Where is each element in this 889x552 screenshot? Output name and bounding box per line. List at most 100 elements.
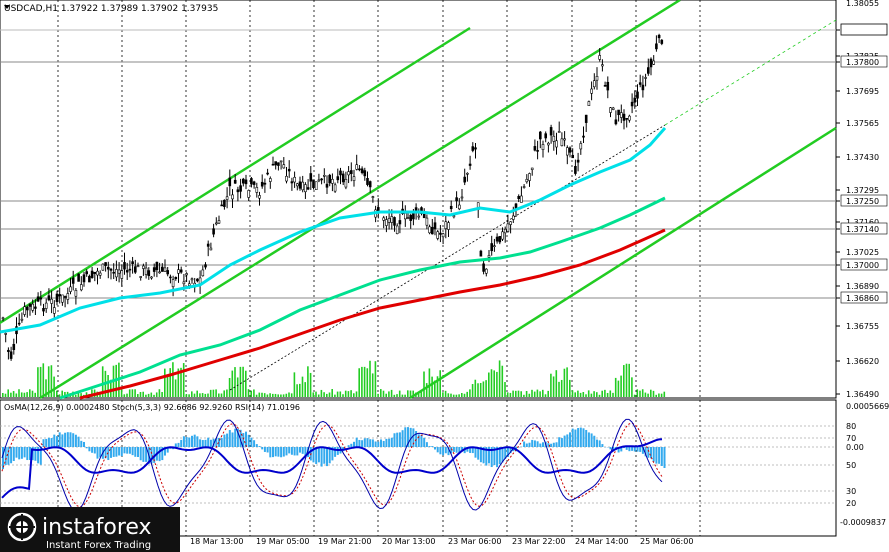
candle-body <box>355 164 359 170</box>
volume-bar <box>285 393 288 397</box>
osma-bar <box>56 436 58 447</box>
osma-bar <box>15 447 18 458</box>
osma-bar <box>390 437 393 447</box>
volume-bar <box>461 393 463 397</box>
volume-bar <box>58 394 61 397</box>
candle-body <box>223 199 226 207</box>
price-axis: 1.379351.378251.378001.376951.375651.374… <box>836 0 888 399</box>
volume-bar <box>628 363 630 397</box>
osma-bar <box>496 447 499 468</box>
candle-body <box>417 215 421 218</box>
volume-bar <box>436 376 439 397</box>
volume-bar <box>101 366 104 397</box>
volume-bar <box>158 389 161 397</box>
osma-bar <box>255 444 258 447</box>
candle-body <box>482 263 485 272</box>
candle-body <box>363 170 367 177</box>
osma-bar <box>177 442 180 447</box>
candle-body <box>96 270 99 276</box>
osma-bar <box>153 447 156 463</box>
volume-bar <box>577 390 579 397</box>
osma-bar <box>263 447 266 452</box>
osma-bar <box>72 433 75 447</box>
price-tick-label: 1.37295 <box>846 186 879 195</box>
candle-body <box>182 281 186 285</box>
candle-body <box>628 115 631 121</box>
price-tick-label: 1.37160 <box>846 218 879 227</box>
osma-bar <box>636 447 639 452</box>
volume-bar <box>64 391 66 397</box>
candle-body <box>242 178 245 184</box>
osma-bar <box>115 447 118 457</box>
volume-bar <box>301 376 304 397</box>
osma-bar <box>458 447 461 453</box>
osma-bar <box>99 447 102 458</box>
volume-bar <box>85 392 88 397</box>
candle-body <box>552 135 556 142</box>
price-channel <box>0 0 837 400</box>
candle-body <box>50 298 53 304</box>
volume-bar <box>39 366 42 397</box>
osma-bar <box>617 447 620 453</box>
osma-bar <box>77 436 80 447</box>
osma-bar <box>407 427 409 447</box>
osma-bar <box>566 434 569 447</box>
osma-bar <box>353 441 355 447</box>
candle-body <box>260 181 264 187</box>
osma-bar <box>536 441 539 447</box>
candle-body <box>85 271 88 275</box>
candle-body <box>107 266 110 270</box>
price-tick-label: 1.37695 <box>846 87 879 96</box>
volume-bar <box>74 394 77 397</box>
volume-bar <box>126 393 128 397</box>
rsi-line <box>1 438 663 499</box>
candle-body <box>425 217 429 226</box>
volume-bar <box>650 389 652 397</box>
osma-bar <box>450 447 453 454</box>
candle-body <box>584 114 588 123</box>
symbol-dropdown-icon[interactable] <box>4 5 10 9</box>
logo-tagline: Instant Forex Trading <box>46 540 151 551</box>
candle-body <box>163 267 167 272</box>
volume-bar <box>139 392 142 397</box>
osma-bar <box>245 431 247 447</box>
time-tick-label: 19 Mar 05:00 <box>256 537 309 546</box>
osma-bar <box>533 440 536 447</box>
volume-bar <box>188 394 190 397</box>
volume-bar <box>182 363 185 397</box>
candle-body <box>293 176 296 183</box>
osma-bar <box>498 447 501 465</box>
volume-bar <box>26 392 28 397</box>
volume-bar <box>336 391 339 397</box>
osma-bar <box>361 440 364 447</box>
osma-bar <box>112 447 115 457</box>
candle-body <box>433 222 437 230</box>
volume-bar <box>466 391 468 397</box>
candle-body <box>549 127 553 136</box>
volume-bar <box>393 394 396 397</box>
osma-bar <box>509 447 512 454</box>
volume-bar <box>77 392 80 397</box>
channel-left-line <box>0 26 471 325</box>
volume-bar <box>272 393 274 397</box>
candle-body <box>169 276 172 279</box>
candle-body <box>301 181 305 191</box>
candle-body <box>560 138 564 147</box>
osma-bar <box>23 447 26 458</box>
candle-body <box>503 228 507 234</box>
volume-bar <box>361 366 363 397</box>
candle-body <box>579 143 583 150</box>
candle-body <box>341 173 345 183</box>
osma-bar <box>296 447 299 456</box>
candle-body <box>215 222 218 225</box>
candle-body <box>177 269 180 274</box>
candle-body <box>144 267 148 275</box>
candle-body <box>139 276 142 278</box>
volume-bar <box>493 370 495 397</box>
price-tick-label: 1.36890 <box>846 282 879 291</box>
osma-bar <box>447 447 450 456</box>
candle-body <box>393 217 396 226</box>
candle-body <box>134 266 137 273</box>
osma-bar <box>439 447 442 455</box>
